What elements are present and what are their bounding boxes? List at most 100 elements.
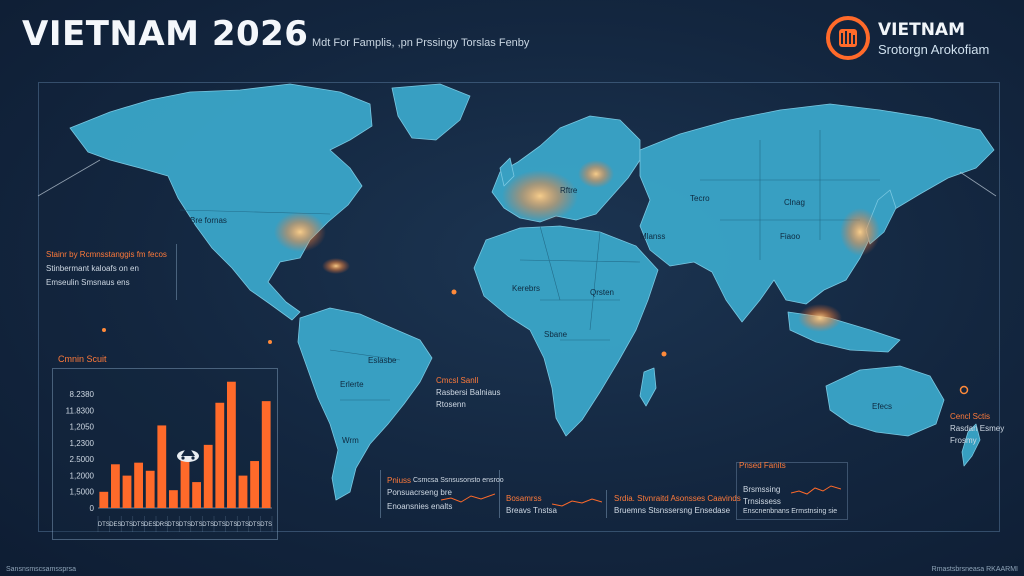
new-zealand-landmass [961, 423, 981, 467]
x-tick-label: DTS [249, 522, 261, 528]
bottom-panel-line: Brsmssing [743, 485, 781, 494]
vietnam-emblem-icon [826, 16, 870, 60]
left-legend-line: Stinbermant kaloafs on en [46, 264, 139, 273]
y-tick-label: 1,2300 [70, 439, 95, 448]
chart-bar [250, 461, 260, 508]
bottom-panel: Srdia. Stvnraitd Asonsses Caavinds Bruem… [610, 490, 741, 518]
sparkline [441, 493, 495, 503]
madagascar-landmass [639, 367, 657, 407]
bottom-panel: Bosamrss Breavs Tnstsa [502, 490, 607, 518]
y-tick-label: 1,2000 [70, 471, 95, 480]
chart-bar [134, 462, 144, 508]
north-america-landmass [69, 83, 373, 321]
x-tick-label: DTS [179, 522, 191, 528]
x-tick-label: DTS [98, 522, 110, 528]
bottom-panel: Pnsed Fanits Brsmssing Trnsissess Enscne… [736, 461, 848, 520]
country-borders [179, 130, 880, 401]
y-tick-label: 11.8300 [66, 406, 95, 415]
chart-bar [157, 425, 167, 508]
y-tick-label: 1,5000 [70, 488, 95, 497]
brand-tagline: Srotorgn Arokofiam [878, 42, 990, 57]
region-label: Tecro [690, 194, 710, 203]
region-label: Erlerte [340, 380, 364, 389]
chart-bar [180, 452, 190, 508]
bottom-panel-title: Srdia. Stvnraitd Asonsses Caavinds [614, 494, 741, 503]
bottom-panel-line: Trnsissess [743, 497, 781, 506]
chart-bar [145, 470, 155, 508]
y-tick-label: 8.2380 [70, 390, 95, 399]
sparkline [552, 498, 602, 507]
page-subtitle: Mdt For Famplis, ,pn Prssingy Torslas Fe… [312, 37, 530, 49]
x-tick-label: DES [144, 522, 156, 528]
bottom-panel: Pniuss Csmcsa Ssnsusonsto ensroo Ponsuac… [380, 470, 504, 518]
brand-name: VIETNAM [878, 20, 965, 40]
chart-bar [238, 475, 248, 508]
bottom-panel-line: Breavs Tnstsa [506, 506, 557, 515]
footer-right: Rmastsbrsneasa RKAARMI [931, 566, 1018, 573]
uk-landmass [499, 157, 515, 187]
left-legend-panel: Stainr by Rcmnsstanggis fm fecos Stinber… [40, 244, 177, 300]
region-label: Qrsten [590, 288, 615, 297]
australia-landmass [825, 365, 945, 437]
oceania-annotation-line: Rasdan Esmey [950, 424, 1005, 433]
africa-annotation-line: Rtosenn [436, 400, 466, 409]
region-label: Clnag [784, 198, 805, 207]
greenland-landmass [391, 83, 471, 141]
x-tick-label: DTS [191, 522, 203, 528]
x-tick-label: DTS [225, 522, 237, 528]
chart-bar [99, 491, 109, 508]
region-label: Wrm [342, 436, 359, 445]
chart-bar [226, 381, 236, 508]
left-legend-line: Emseulin Smsnaus ens [46, 278, 130, 287]
bottom-panel-line: Csmcsa Ssnsusonsto ensroo [413, 477, 504, 484]
region-label: Mlanss [640, 232, 666, 241]
bottom-panel-line: Ponsuacrseng bre [387, 488, 452, 497]
region-label: Fiaoo [780, 232, 801, 241]
activity-glow-hotspots [274, 160, 880, 332]
africa-annotation-title: Cmcsl Sanll [436, 376, 479, 385]
region-label: Bre fornas [190, 216, 227, 225]
y-tick-label: 2.5000 [70, 455, 95, 464]
x-tick-label: DTS [260, 522, 272, 528]
guide-lines [37, 159, 997, 197]
bottom-panel-title: Bosamrss [506, 494, 542, 503]
chart-bar [261, 401, 271, 508]
chart-bar [192, 482, 202, 508]
chart-panel-title: Cmnin Scuit [58, 354, 107, 364]
x-tick-label: DTS [214, 522, 226, 528]
region-label: Eslasbe [368, 356, 397, 365]
y-tick-label: 0 [90, 504, 95, 513]
map-frame [38, 82, 1000, 532]
chart-bar [110, 464, 120, 508]
oceania-annotation-title: Cencl Sctis [950, 412, 991, 421]
x-tick-label: DTS [121, 522, 133, 528]
region-label: Sbane [544, 330, 568, 339]
location-markers [102, 289, 969, 395]
left-legend-title: Stainr by Rcmnsstanggis fm fecos [46, 250, 167, 259]
chart-bar [215, 402, 225, 508]
africa-annotation-line: Rasbersi Balniaus [436, 388, 501, 397]
bar-chart: 8.2380 11.8300 1,2050 1,2300 2.5000 1,2000 1,5… [52, 368, 278, 540]
vehicle-icon [177, 450, 199, 462]
asia-landmass [639, 103, 995, 323]
region-label: Rftre [560, 186, 578, 195]
sparkline [791, 485, 841, 495]
x-tick-label: DTS [167, 522, 179, 528]
x-tick-label: DTS [202, 522, 214, 528]
bottom-panel-title: Pnsed Fanits [739, 461, 786, 470]
south-america-landmass [297, 307, 433, 501]
bottom-panel-line: Bruemns Stsnssersng Ensedase [614, 506, 731, 515]
bottom-panel-line: Enscnenbnans Ermstnsing sie [743, 508, 838, 515]
bottom-panel-title: Pniuss [387, 476, 412, 485]
chart-bar [168, 490, 178, 508]
x-tick-label: DTS [237, 522, 249, 528]
page-title: VIETNAM 2026 [22, 14, 309, 54]
y-tick-label: 1,2050 [70, 423, 95, 432]
oceania-annotation-line: Frosmy [950, 436, 977, 445]
chart-bar [203, 444, 213, 508]
x-tick-label: DRS [155, 522, 168, 528]
region-label: Kerebrs [512, 284, 541, 293]
australia-label: Efecs [872, 402, 893, 411]
africa-landmass [473, 225, 659, 437]
